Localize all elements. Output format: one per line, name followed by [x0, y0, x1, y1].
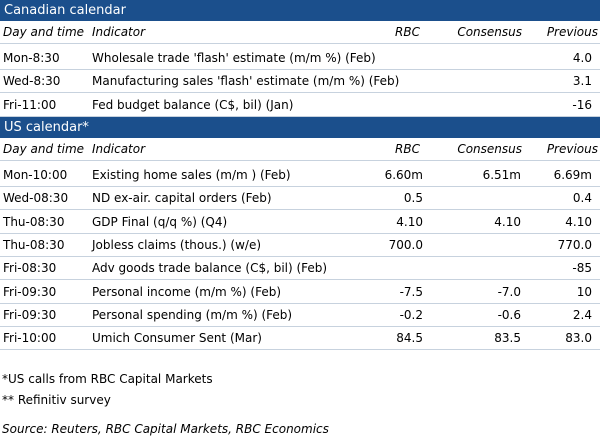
table-row: Fri-09:30 Personal spending (m/m %) (Feb)… — [0, 304, 600, 327]
table-row: Mon-8:30 Wholesale trade 'flash' estimate… — [0, 47, 600, 70]
canadian-header-row: Day and time Indicator RBC Consensus Pre… — [0, 21, 600, 44]
header-consensus: Consensus — [457, 25, 522, 39]
table-row: Thu-08:30 GDP Final (q/q %) (Q4) 4.10 4.10 4… — [0, 211, 600, 234]
row-previous: 4.0 — [572, 51, 592, 65]
row-day: Thu-08:30 — [3, 214, 65, 229]
header-indicator: Indicator — [92, 142, 146, 156]
row-rbc: 6.60m — [384, 168, 423, 182]
row-indicator: Fed budget balance (C$, bil) (Jan) — [92, 97, 294, 112]
row-day: Fri-08:30 — [3, 261, 57, 276]
row-rbc: 0.5 — [403, 191, 423, 206]
row-consensus: 6.51m — [482, 168, 521, 182]
row-indicator: Adv goods trade balance (C$, bil) (Feb) — [92, 261, 328, 276]
table-row: Thu-08:30 Jobless claims (thous.) (w/e) 70… — [0, 234, 600, 257]
row-indicator: Umich Consumer Sent (Mar) — [92, 331, 262, 346]
row-day: Fri-10:00 — [3, 331, 57, 346]
table-row: Fri-09:30 Personal income (m/m %) (Feb) -7… — [0, 281, 600, 304]
row-previous: 83.0 — [565, 331, 592, 346]
row-consensus: 83.5 — [494, 331, 521, 346]
row-previous: 3.1 — [572, 74, 592, 89]
table-row: Fri-08:30 Adv goods trade balance (C$, bi… — [0, 257, 600, 281]
row-indicator: GDP Final (q/q %) (Q4) — [92, 214, 228, 229]
row-consensus: -7.0 — [497, 284, 521, 299]
row-day: Thu-08:30 — [3, 237, 65, 252]
row-day: Fri-11:00 — [3, 97, 57, 112]
row-rbc: 84.5 — [396, 331, 423, 346]
header-rbc: RBC — [395, 25, 420, 39]
row-indicator: Personal income (m/m %) (Feb) — [92, 284, 282, 299]
header-previous: Previous — [546, 25, 598, 39]
row-previous: 6.69m — [553, 168, 592, 182]
source-note: Source: Reuters, RBC Capital Markets, RB… — [2, 422, 329, 436]
table-row: Fri-11:00 Fed budget balance (C$, bil) (J… — [0, 94, 600, 117]
table-row: Fri-10:00 Umich Consumer Sent (Mar) 84.5 83… — [0, 327, 600, 351]
row-previous: 4.10 — [565, 214, 592, 229]
row-consensus: 4.10 — [494, 214, 521, 229]
row-rbc: -7.5 — [399, 284, 423, 299]
header-day: Day and time — [3, 142, 85, 156]
header-consensus: Consensus — [457, 142, 522, 156]
row-indicator: Personal spending (m/m %) (Feb) — [92, 307, 293, 322]
header-day: Day and time — [3, 25, 85, 39]
table-row: Wed-08:30 ND ex-air. capital orders (Feb)… — [0, 187, 600, 211]
row-previous: -85 — [572, 261, 592, 276]
table-row: Mon-10:00 Existing home sales (m/m ) (Feb… — [0, 164, 600, 187]
us-header-row: Day and time Indicator RBC Consensus Pre… — [0, 138, 600, 161]
row-indicator: Existing home sales (m/m ) (Feb) — [92, 168, 291, 182]
row-indicator: Jobless claims (thous.) (w/e) — [92, 237, 262, 252]
header-previous: Previous — [546, 142, 598, 156]
footnote-refinitiv: ** Refinitiv survey — [2, 393, 111, 407]
row-day: Fri-09:30 — [3, 307, 57, 322]
row-rbc: 700.0 — [388, 237, 423, 252]
table-row: Wed-8:30 Manufacturing sales 'flash' esti… — [0, 70, 600, 94]
header-rbc: RBC — [395, 142, 420, 156]
row-day: Wed-08:30 — [3, 191, 69, 206]
row-previous: -16 — [572, 97, 592, 112]
row-day: Wed-8:30 — [3, 74, 61, 89]
row-previous: 10 — [576, 284, 592, 299]
canadian-calendar-title: Canadian calendar — [0, 0, 600, 21]
footnote-us-calls: *US calls from RBC Capital Markets — [2, 372, 213, 386]
row-consensus: -0.6 — [497, 307, 521, 322]
row-previous: 0.4 — [572, 191, 592, 206]
header-indicator: Indicator — [92, 25, 146, 39]
row-indicator: Manufacturing sales 'flash' estimate (m/… — [92, 74, 400, 89]
row-rbc: 4.10 — [396, 214, 423, 229]
row-day: Fri-09:30 — [3, 284, 57, 299]
row-indicator: Wholesale trade 'flash' estimate (m/m %)… — [92, 51, 376, 65]
row-previous: 2.4 — [572, 307, 592, 322]
row-day: Mon-8:30 — [3, 51, 60, 65]
us-calendar-title: US calendar* — [0, 117, 600, 138]
row-rbc: -0.2 — [399, 307, 423, 322]
row-indicator: ND ex-air. capital orders (Feb) — [92, 191, 272, 206]
row-day: Mon-10:00 — [3, 168, 68, 182]
row-previous: 770.0 — [557, 237, 592, 252]
